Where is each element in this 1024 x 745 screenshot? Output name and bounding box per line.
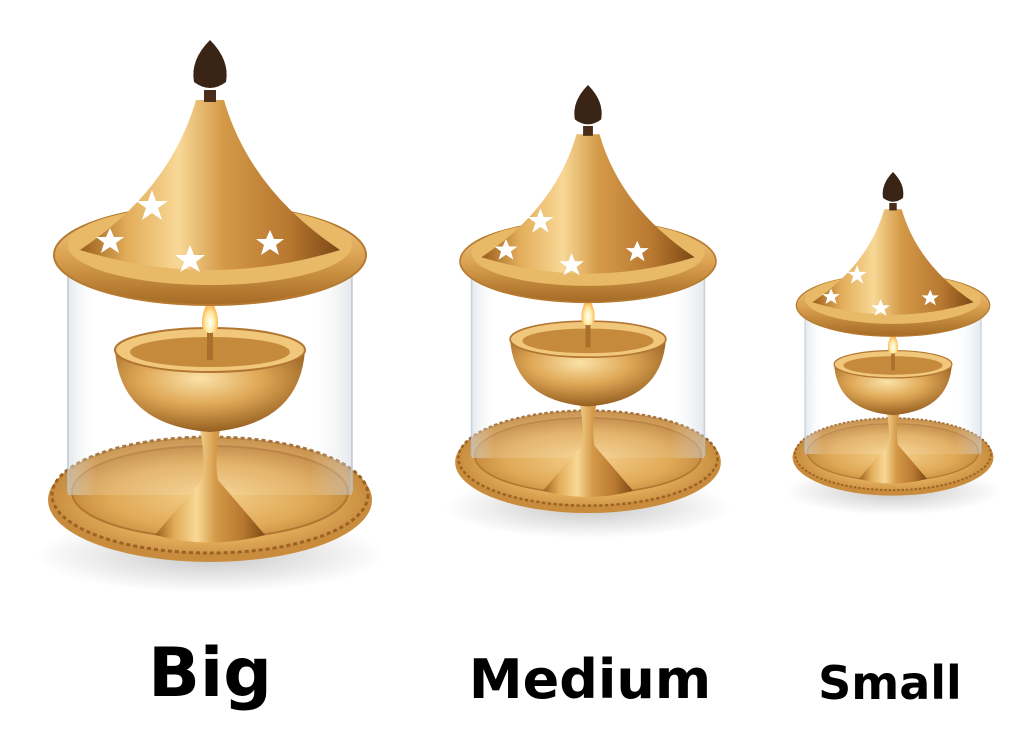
size-label-medium: Medium	[468, 648, 712, 711]
lamp-big	[33, 38, 387, 595]
size-label-small: Small	[818, 656, 962, 710]
lamp-small	[783, 171, 1003, 516]
lamp-medium	[443, 83, 733, 540]
size-label-big: Big	[148, 634, 272, 713]
